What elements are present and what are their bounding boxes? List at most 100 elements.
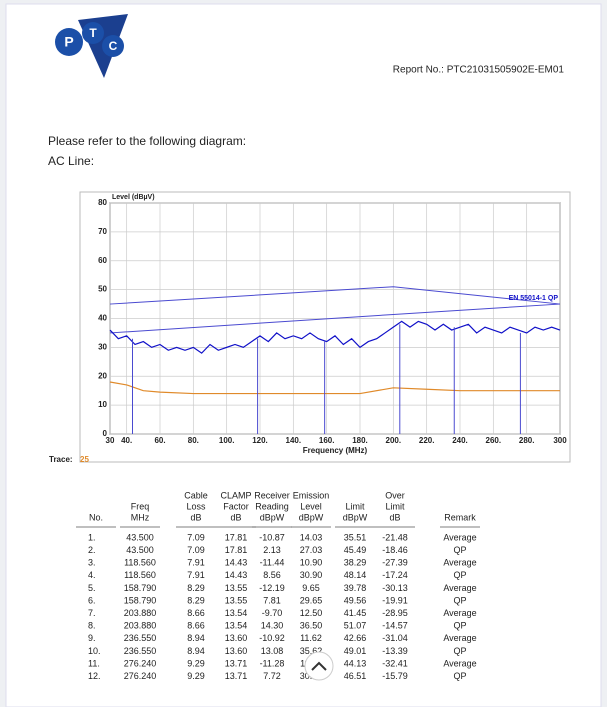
x-tick-label: 60. [154,436,165,445]
table-cell: 8.29 [187,595,205,605]
limit-label: EN 55014-1 QP [509,295,559,302]
table-cell: 13.71 [225,658,248,668]
x-tick-label: 240. [452,436,468,445]
table-cell: 27.03 [300,545,323,555]
table-cell: 5. [88,583,96,593]
table-cell: 203.880 [124,621,157,631]
table-cell: 8.56 [263,570,281,580]
table-cell: 236.550 [124,633,157,643]
table-cell: 9. [88,633,96,643]
x-tick-label: 180. [352,436,368,445]
column-header: Loss [186,501,206,511]
table-cell: Average [443,608,476,618]
x-label: Frequency (MHz) [303,446,368,455]
y-tick-label: 0 [103,429,108,438]
table-cell: 2. [88,545,96,555]
table-cell: -10.92 [259,633,285,643]
column-header: Over [385,490,405,500]
table-cell: -19.91 [382,595,408,605]
table-cell: -21.48 [382,532,408,542]
table-cell: 13.54 [225,621,248,631]
table-cell: QP [453,646,466,656]
table-cell: 276.240 [124,658,157,668]
table-cell: -15.79 [382,671,408,681]
x-tick-label: 140. [286,436,302,445]
table-cell: Average [443,583,476,593]
table-cell: 158.790 [124,583,157,593]
table-cell: 14.30 [261,621,284,631]
table-cell: QP [453,570,466,580]
table-cell: QP [453,671,466,681]
table-cell: 35.62 [300,646,323,656]
table-cell: 13.54 [225,608,248,618]
table-cell: -30.13 [382,583,408,593]
table-cell: 13.08 [261,646,284,656]
x-tick-label: 120. [252,436,268,445]
table-cell: 48.14 [344,570,367,580]
x-tick-label: 40. [121,436,132,445]
section: AC Line: [48,154,94,168]
table-cell: 9.29 [187,671,205,681]
table-cell: 13.60 [225,633,248,643]
x-tick-label: 30 [106,436,115,445]
table-cell: 41.45 [344,608,367,618]
table-cell: 9.65 [302,583,320,593]
table-cell: 14.43 [225,558,248,568]
table-cell: QP [453,595,466,605]
trace-line [109,286,561,305]
x-tick-label: 200. [386,436,402,445]
logo-letter: T [89,26,97,40]
column-header: dB [190,512,201,522]
x-tick-label: 260. [486,436,502,445]
trace-label: Trace: [49,455,73,464]
column-header: Remark [444,512,476,522]
table-cell: 36.50 [300,621,323,631]
y-tick-label: 20 [98,371,107,380]
table-cell: 276.240 [124,671,157,681]
table-cell: 13.60 [225,646,248,656]
y-tick-label: 10 [98,400,107,409]
table-cell: 158.790 [124,595,157,605]
table-cell: 49.56 [344,595,367,605]
table-cell: -32.41 [382,658,408,668]
column-header: Reading [255,501,289,511]
y-tick-label: 40 [98,314,107,323]
table-cell: 14.03 [300,532,323,542]
table-cell: -31.04 [382,633,408,643]
table-cell: 12. [88,671,101,681]
table-cell: 8.66 [187,608,205,618]
table-cell: 42.66 [344,633,367,643]
table-cell: 39.78 [344,583,367,593]
table-cell: 13.55 [225,583,248,593]
table-cell: 9.29 [187,658,205,668]
trace-no: 25 [80,455,89,464]
table-cell: 8.94 [187,646,205,656]
logo-t [82,22,104,44]
table-cell: 30.90 [300,570,323,580]
table-cell: 29.65 [300,595,323,605]
column-header: Factor [223,501,249,511]
trace-line [109,320,561,354]
report-no: Report No.: PTC21031505902E-EM01 [393,65,565,76]
table-cell: -11.44 [260,558,285,568]
column-header: Receiver [254,490,290,500]
x-tick-label: 100. [219,436,235,445]
column-header: dBpW [343,512,368,522]
table-cell: 17.81 [225,532,248,542]
column-header: Freq [131,501,150,511]
table-cell: -9.70 [262,608,283,618]
table-cell: 7.91 [187,558,205,568]
table-cell: 38.29 [344,558,367,568]
y-tick-label: 70 [98,227,107,236]
table-cell: 7.81 [263,595,281,605]
table-cell: 10. [88,646,101,656]
table-cell: 6. [88,595,96,605]
table-cell: 35.51 [344,532,367,542]
trace-line [109,303,561,334]
table-cell: 8. [88,621,96,631]
column-header: dB [389,512,400,522]
table-cell: 11.62 [300,633,322,643]
scroll-top-button[interactable] [304,651,334,681]
column-header: No. [89,512,103,522]
table-cell: -17.24 [382,570,408,580]
